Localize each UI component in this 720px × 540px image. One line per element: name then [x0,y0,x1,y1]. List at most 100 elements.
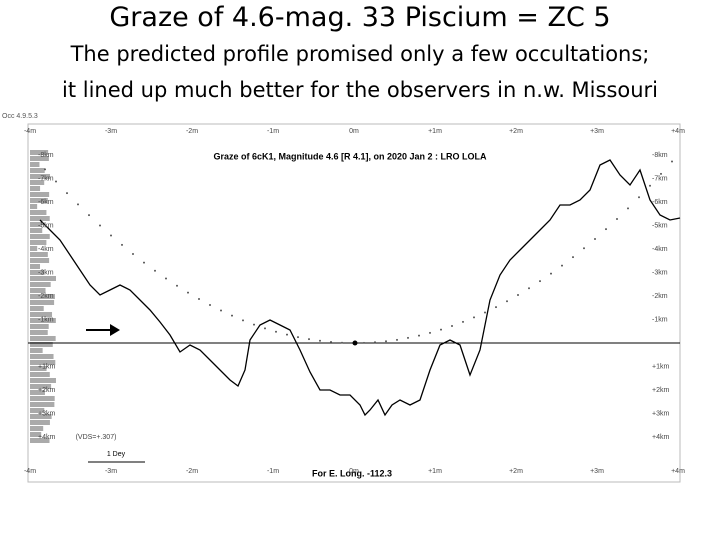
predicted-dot [671,160,673,163]
left-label: -1km [38,316,54,323]
histogram-bar [30,342,53,347]
figure-title: Graze of 6cK1, Magnitude 4.6 [R 4.1], on… [213,151,487,161]
right-label: -7km [652,175,668,182]
histogram-bar [30,390,45,395]
predicted-dot [451,325,453,328]
right-label: -1km [652,316,668,323]
histogram-bar [30,318,56,323]
predicted-dot [517,293,519,296]
predicted-dot [154,269,156,272]
predicted-dot [132,252,134,255]
predicted-dot [385,340,387,343]
figure-frame [27,123,681,483]
histogram-bar [30,420,50,425]
vds-label: (VDS=+.307) [76,434,117,441]
histogram-bar [30,288,46,293]
histogram-bar [30,330,48,335]
predicted-dot [550,272,552,275]
side-histogram [30,150,56,443]
predicted-dot [44,168,46,171]
histogram-bar [30,294,55,299]
predicted-dot [242,319,244,322]
histogram-bar [30,306,44,311]
x-label-bottom: -2m [186,468,198,475]
right-label: +4km [652,434,669,441]
predicted-dot [539,280,541,283]
right-label: -2km [652,293,668,300]
arrow-head [110,324,120,336]
histogram-bar [30,348,43,353]
x-label-top: -1m [267,128,279,135]
histogram-bar [30,198,48,203]
x-label-bottom: 0m [349,468,359,475]
right-label: -4km [652,246,668,253]
predicted-dot [187,291,189,294]
histogram-bar [30,264,41,269]
subtitle-line: it lined up much better for the observer… [61,78,659,102]
histogram-bar [30,258,50,263]
histogram-bar [30,432,42,437]
x-label-bottom: -1m [267,468,279,475]
histogram-bar [30,246,38,251]
x-label-top: 0m [349,128,359,135]
predicted-dot [572,256,574,259]
right-label: -8km [652,152,668,159]
scale-label: 1 Dey [107,451,126,458]
left-label: +3km [38,410,55,417]
x-label-bottom: +1m [428,468,442,475]
predicted-dot [121,243,123,246]
observed-profile [39,159,681,417]
histogram-bar [30,312,53,317]
predicted-dot [462,320,464,323]
histogram-bar [30,234,50,239]
predicted-dot [165,277,167,280]
predicted-dot [264,327,266,330]
left-label: -5km [38,222,54,229]
x-label-top: +2m [509,128,523,135]
predicted-dot [583,247,585,250]
histogram-bar [30,150,49,155]
predicted-dot [55,180,57,183]
predicted-dot [297,336,299,339]
predicted-dot [484,311,486,314]
histogram-bar [30,282,51,287]
predicted-dot [627,207,629,210]
x-label-bottom: -3m [105,468,117,475]
predicted-dot [253,323,255,326]
left-label: +1km [38,363,55,370]
histogram-bar [30,168,45,173]
histogram-bar [30,384,52,389]
predicted-dot [407,336,409,339]
histogram-bar [30,354,54,359]
left-label: -7km [38,175,54,182]
histogram-bar [30,270,45,275]
right-label: +1km [652,363,669,370]
histogram-bar [30,174,50,179]
predicted-dot [495,306,497,309]
left-label: -6km [38,199,54,206]
predicted-dot [374,341,376,344]
right-label: +2km [652,387,669,394]
predicted-dot [286,333,288,336]
center-dot [352,340,358,346]
predicted-dot [220,309,222,312]
predicted-dot [88,214,90,217]
predicted-dot [176,284,178,287]
predicted-dot [605,228,607,231]
histogram-bar [30,156,49,161]
predicted-dot [143,261,145,264]
predicted-dot [396,338,398,341]
predicted-dot [77,203,79,206]
predicted-dot [473,316,475,319]
x-label-top: -2m [186,128,198,135]
predicted-dot [594,237,596,240]
predicted-dot [638,196,640,199]
histogram-bar [30,426,44,431]
predicted-dot [418,334,420,337]
x-label-top: -3m [105,128,117,135]
left-label: +4km [38,434,55,441]
histogram-bar [30,438,50,443]
histogram-bar [30,276,56,281]
